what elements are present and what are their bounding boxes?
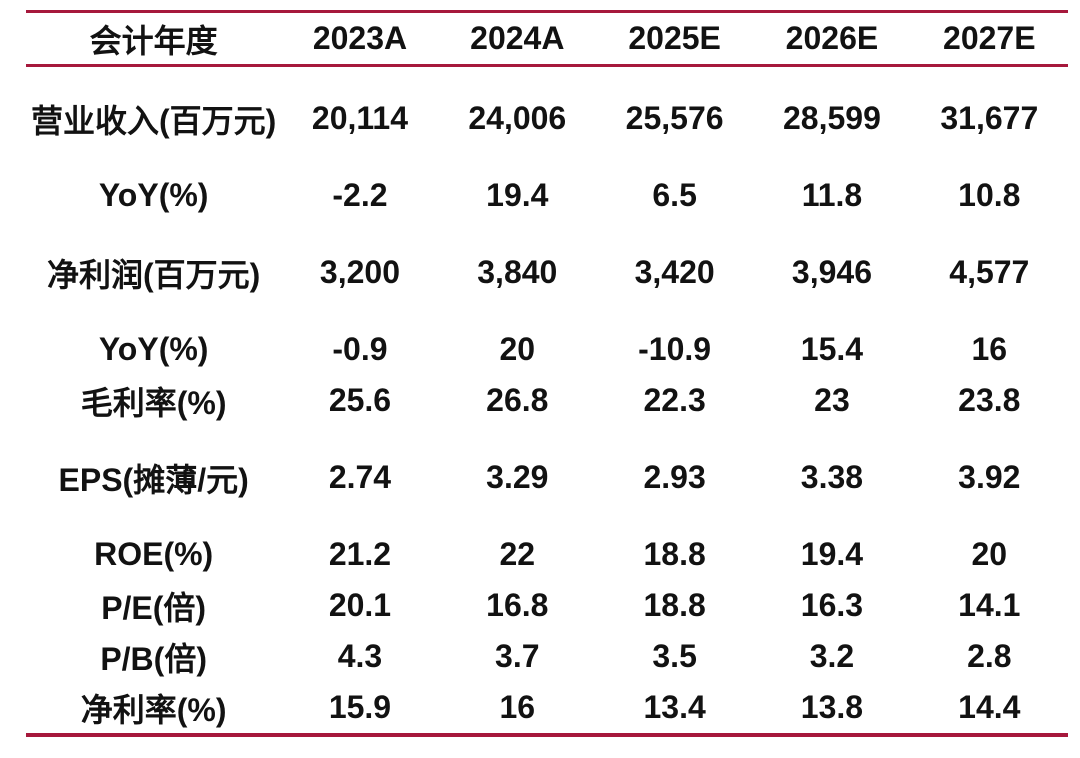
cell-value: 23.8 — [958, 382, 1021, 418]
cell-value: 22 — [499, 536, 536, 572]
financial-table-body: 营业收入(百万元) 20,114 24,006 25,576 28,599 31,677 Y… — [26, 66, 1068, 736]
cell-value: 14.1 — [958, 587, 1021, 623]
cell-value: 2.8 — [967, 638, 1012, 674]
cell-value: 19.4 — [486, 177, 549, 213]
cell-value: 14.4 — [958, 689, 1021, 725]
table-header-row: 会计年度 2023A 2024A 2025E 2026E 2027E — [26, 12, 1068, 66]
table-row: 营业收入(百万元) 20,114 24,006 25,576 28,599 31,677 — [26, 66, 1068, 145]
cell-value: 10.8 — [958, 177, 1021, 213]
cell-value: 15.9 — [328, 689, 392, 725]
cell-value: 3,946 — [791, 254, 872, 290]
cell-value: 31,677 — [940, 100, 1039, 136]
table-row: P/B(倍) 4.3 3.7 3.5 3.2 2.8 — [26, 631, 1068, 682]
cell-value: 3.38 — [800, 459, 864, 495]
cell-value: 3.29 — [486, 459, 549, 495]
cell-value: 3.7 — [495, 638, 540, 674]
cell-value: 11.8 — [801, 177, 863, 213]
cell-value: 22.3 — [643, 382, 706, 418]
cell-value: 13.4 — [643, 689, 706, 725]
table-row: YoY(%) -0.9 20 -10.9 15.4 16 — [26, 298, 1068, 375]
header-year-2025E: 2025E — [628, 20, 721, 56]
row-label: P/E(倍) — [101, 589, 207, 626]
cell-value: 3,840 — [477, 254, 558, 290]
financial-summary-table: 会计年度 2023A 2024A 2025E 2026E 2027E 营业收入(百万元) 2… — [26, 10, 1068, 737]
row-label: 营业收入(百万元) — [30, 102, 277, 139]
cell-value: 16.3 — [800, 587, 864, 623]
cell-value: 18.8 — [643, 536, 706, 572]
table-row: 毛利率(%) 25.6 26.8 22.3 23 23.8 — [26, 375, 1068, 426]
cell-value: 25,576 — [625, 100, 724, 136]
row-label: 毛利率(%) — [80, 384, 227, 421]
cell-value: -2.2 — [332, 177, 388, 213]
cell-value: 16.8 — [486, 587, 549, 623]
cell-value: 3,200 — [319, 254, 400, 290]
cell-value: 25.6 — [328, 382, 392, 418]
cell-value: 26.8 — [486, 382, 549, 418]
cell-value: 4,577 — [949, 254, 1030, 290]
cell-value: 21.2 — [328, 536, 392, 572]
cell-value: 20 — [971, 536, 1008, 572]
cell-value: -0.9 — [332, 331, 388, 367]
cell-value: 2.74 — [328, 459, 392, 495]
cell-value: 6.5 — [652, 177, 697, 213]
cell-value: 15.4 — [800, 331, 864, 367]
cell-value: 4.3 — [337, 638, 383, 674]
cell-value: 3.92 — [958, 459, 1021, 495]
row-label: YoY(%) — [98, 331, 209, 367]
row-label: ROE(%) — [94, 536, 214, 572]
cell-value: 23 — [814, 382, 850, 418]
table-row: EPS(摊薄/元) 2.74 3.29 2.93 3.38 3.92 — [26, 426, 1068, 503]
row-label: P/B(倍) — [100, 640, 207, 677]
header-year-2027E: 2027E — [943, 20, 1036, 56]
row-label: YoY(%) — [98, 177, 209, 213]
cell-value: 16 — [499, 689, 536, 725]
cell-value: 20,114 — [311, 100, 409, 136]
financial-table: 会计年度 2023A 2024A 2025E 2026E 2027E 营业收入(百万元) 2… — [26, 10, 1068, 737]
cell-value: 2.93 — [643, 459, 706, 495]
table-row: YoY(%) -2.2 19.4 6.5 11.8 10.8 — [26, 144, 1068, 221]
cell-value: 16 — [971, 331, 1008, 367]
table-row: 净利率(%) 15.9 16 13.4 13.8 14.4 — [26, 682, 1068, 735]
cell-value: 3.5 — [652, 638, 697, 674]
cell-value: 3,420 — [634, 254, 715, 290]
row-label: 净利润(百万元) — [46, 256, 261, 293]
header-fiscal-year: 会计年度 — [89, 22, 218, 59]
cell-value: 24,006 — [468, 100, 567, 136]
table-row: 净利润(百万元) 3,200 3,840 3,420 3,946 4,577 — [26, 221, 1068, 298]
cell-value: 3.2 — [809, 638, 855, 674]
cell-value: -10.9 — [638, 331, 712, 367]
cell-value: 28,599 — [783, 100, 881, 136]
header-year-2026E: 2026E — [785, 20, 879, 56]
cell-value: 13.8 — [800, 689, 864, 725]
header-year-2024A: 2024A — [470, 20, 565, 56]
row-label: 净利率(%) — [80, 691, 227, 728]
cell-value: 20.1 — [328, 587, 392, 623]
cell-value: 18.8 — [643, 587, 706, 623]
cell-value: 19.4 — [800, 536, 864, 572]
table-row: ROE(%) 21.2 22 18.8 19.4 20 — [26, 503, 1068, 580]
header-year-2023A: 2023A — [312, 20, 408, 56]
table-row: P/E(倍) 20.1 16.8 18.8 16.3 14.1 — [26, 580, 1068, 631]
row-label: EPS(摊薄/元) — [58, 461, 249, 498]
cell-value: 20 — [499, 331, 536, 367]
